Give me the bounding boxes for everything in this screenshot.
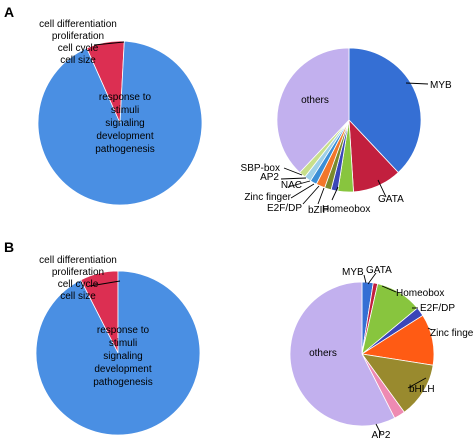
pie-slice-others [276,47,350,174]
leader-line-myb [363,274,367,284]
pie-slice-myb [348,47,422,174]
leader-line-gata [377,179,387,198]
data-label-others: others [301,95,329,106]
data-label-nac: NAC [281,180,302,191]
data-label-cell-differentiation: cell differentiation proliferation cell cy… [39,19,117,66]
leader-line-nac [287,180,311,188]
pie-slice-response-to [37,40,203,206]
pie-chart-3: cell differentiation proliferation cell cy… [35,255,201,436]
data-label-others: others [309,348,337,359]
leader-line-homeobox [331,186,339,201]
data-label-zinc-finger: Zinc finger [244,192,291,203]
data-label-zinc-finger: Zinc finger [430,328,474,339]
leader-line-bhlh [407,377,427,389]
leader-line-ap2 [375,423,382,435]
leader-line-myb [405,82,429,85]
pie-slice-response-to [35,270,201,436]
pie-chart-4: MYB GATA Homeobox E2F/DP Zinc finger bHLH AP2 o… [289,265,474,441]
leader-line-zinc-finger [290,183,315,199]
data-label-bhlh: bHLH [409,384,435,395]
leader-line-cell-differentiation [89,280,121,287]
data-label-bzip: bZIP [308,205,329,216]
data-label-sbp-box: SBP-box [241,163,280,174]
data-label-myb: MYB [430,80,452,91]
data-label-myb: MYB [342,267,364,278]
panel-label-a: A [4,4,14,20]
leader-line-e2f-dp [302,185,320,205]
pie-charts: cell differentiation proliferation cell cy… [35,19,474,441]
panel-label-b: B [4,239,14,255]
data-label-gata: GATA [378,194,404,205]
leader-line-bzip [317,187,325,205]
data-label-homeobox: Homeobox [396,288,444,299]
pie-slice-others [289,281,396,427]
data-label-e2f-dp: E2F/DP [267,203,302,214]
data-label-ap2: AP2 [372,430,391,441]
data-label-ap2: AP2 [260,172,279,183]
leader-line-zinc-finger [427,327,433,331]
leader-line-sbp-box [283,167,303,176]
data-label-e2f-dp: E2F/DP [420,303,455,314]
leader-line-gata [367,272,377,285]
data-label-response-to: response to stimuli signaling development pa… [95,92,155,155]
leader-line-cell-differentiation [93,41,125,46]
pie-chart-1: cell differentiation proliferation cell cy… [37,19,203,206]
data-label-cell-differentiation: cell differentiation proliferation cell cy… [39,255,117,302]
data-label-homeobox: Homeobox [322,204,370,215]
leader-line-ap2 [280,177,307,180]
data-label-response-to: response to stimuli signaling development pa… [93,325,153,388]
data-label-gata: GATA [366,265,392,276]
leader-line-homeobox [381,285,397,293]
